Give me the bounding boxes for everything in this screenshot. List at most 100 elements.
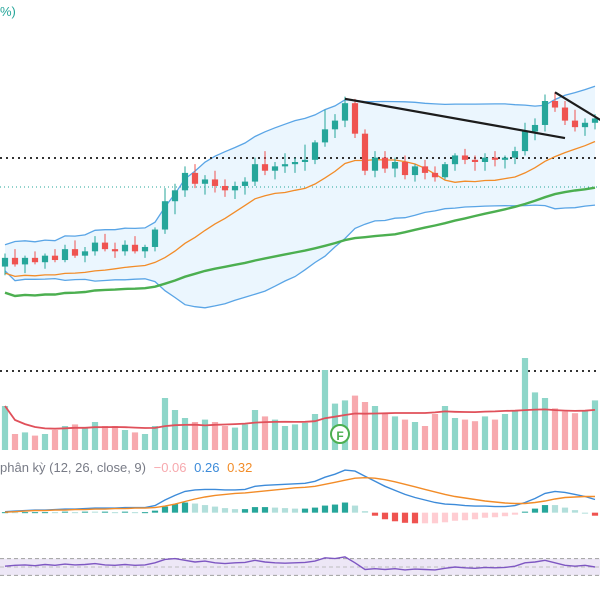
- macd-histogram-bar: [511, 512, 519, 515]
- macd-histogram-bar: [271, 507, 279, 513]
- candle-body: [231, 185, 239, 191]
- candle-body: [131, 244, 139, 252]
- macd-legend-signal: 0.32: [227, 460, 253, 475]
- volume-bar: [571, 413, 579, 450]
- volume-bar: [541, 398, 549, 450]
- rsi-pane: [0, 556, 600, 576]
- volume-bar: [11, 434, 19, 450]
- candle-body: [471, 159, 479, 162]
- candle-body: [561, 107, 569, 121]
- macd-histogram-bar: [561, 507, 569, 513]
- volume-bar: [281, 426, 289, 450]
- candle-body: [271, 166, 279, 171]
- event-flag-badge[interactable]: F: [330, 424, 350, 444]
- volume-bar: [221, 426, 229, 450]
- volume-bar: [121, 430, 129, 450]
- candle-body: [591, 118, 599, 123]
- candle-body: [111, 249, 119, 252]
- rsi-band-fill: [0, 558, 600, 576]
- macd-histogram-bar: [261, 507, 269, 513]
- bollinger-upper-line: [4, 85, 596, 246]
- candle-body: [191, 172, 199, 184]
- bollinger-lower-line: [4, 204, 596, 309]
- volume-bar: [251, 410, 259, 450]
- macd-legend-histogram: −0.06: [153, 460, 187, 475]
- candle-body: [21, 257, 29, 265]
- candle-body: [241, 181, 249, 186]
- volume-bar: [141, 434, 149, 450]
- macd-histogram-bar: [91, 511, 99, 513]
- macd-histogram-bar: [351, 505, 359, 513]
- macd-histogram-bar: [491, 512, 499, 518]
- candle-body: [401, 162, 409, 176]
- macd-histogram-bar: [21, 512, 29, 514]
- volume-bar: [101, 426, 109, 450]
- macd-histogram-bar: [181, 502, 189, 513]
- macd-histogram-bar: [411, 512, 419, 524]
- macd-histogram-bar: [371, 512, 379, 516]
- macd-histogram-bar: [291, 508, 299, 513]
- macd-histogram-bar: [581, 512, 589, 514]
- candle-body: [11, 257, 19, 265]
- candle-body: [51, 255, 59, 261]
- candle-body: [321, 129, 329, 143]
- candle-body: [91, 242, 99, 252]
- macd-histogram-bar: [401, 512, 409, 523]
- macd-histogram-bar: [201, 505, 209, 513]
- volume-pane: [0, 358, 600, 450]
- candle-body: [1, 257, 9, 267]
- macd-histogram-bar: [521, 511, 529, 513]
- candle-body: [351, 103, 359, 134]
- candle-body: [311, 142, 319, 160]
- candle-body: [41, 255, 49, 263]
- candle-body: [101, 242, 109, 250]
- candle-body: [451, 155, 459, 165]
- volume-bar: [491, 419, 499, 450]
- volume-bar: [31, 435, 39, 450]
- candle-body: [81, 251, 89, 256]
- macd-histogram-bar: [231, 509, 239, 513]
- macd-histogram-bar: [441, 512, 449, 523]
- macd-histogram-bar: [71, 512, 79, 514]
- volume-bar: [301, 422, 309, 450]
- macd-histogram-bar: [111, 512, 119, 514]
- price-pane: [0, 85, 600, 309]
- rsi-line: [4, 556, 596, 571]
- macd-histogram-bar: [121, 511, 129, 513]
- macd-histogram-bar: [61, 511, 69, 513]
- macd-histogram-bar: [471, 512, 479, 520]
- macd-histogram-bar: [191, 503, 199, 513]
- macd-histogram-bar: [361, 511, 369, 513]
- macd-histogram-bar: [301, 508, 309, 513]
- volume-moving-average-line: [4, 405, 596, 430]
- volume-bar: [451, 418, 459, 450]
- macd-histogram-bar: [431, 512, 439, 524]
- moving-average-long-line: [4, 186, 596, 298]
- candle-body: [511, 151, 519, 158]
- volume-bar: [401, 419, 409, 450]
- macd-histogram-bar: [1, 512, 9, 514]
- candle-body: [341, 103, 349, 121]
- volume-bar: [441, 406, 449, 450]
- volume-bar: [431, 414, 439, 450]
- volume-bar: [561, 411, 569, 450]
- candle-body: [61, 249, 69, 261]
- macd-histogram-bar: [341, 502, 349, 513]
- macd-histogram-bar: [251, 507, 259, 513]
- macd-histogram-bar: [161, 506, 169, 513]
- macd-histogram-bar: [481, 512, 489, 518]
- macd-histogram-bar: [41, 512, 49, 514]
- candle-body: [31, 257, 39, 263]
- volume-bar: [81, 427, 89, 450]
- macd-histogram-bar: [451, 512, 459, 521]
- candle-body: [261, 164, 269, 171]
- candle-body: [181, 172, 189, 191]
- volume-bar: [161, 398, 169, 450]
- candle-body: [331, 120, 339, 130]
- volume-bar: [171, 410, 179, 450]
- volume-bar: [581, 410, 589, 450]
- candle-body: [301, 159, 309, 162]
- candle-body: [221, 185, 229, 191]
- top-partial-label: %): [0, 4, 16, 19]
